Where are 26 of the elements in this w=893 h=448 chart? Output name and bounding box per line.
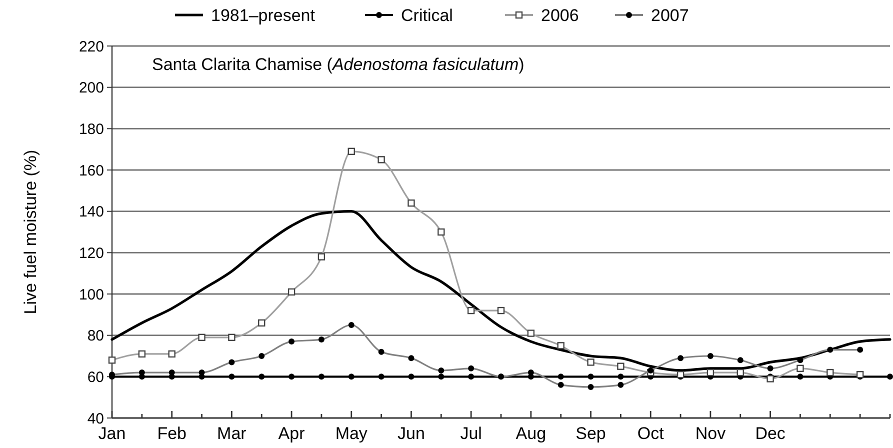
y-tick-label: 120: [78, 244, 104, 262]
y-tick-label: 220: [78, 38, 104, 56]
y-tick-label: 80: [87, 328, 104, 345]
y-tick-label: 60: [87, 368, 104, 386]
y-tick-label: 140: [78, 204, 104, 221]
y-tick-label: 180: [78, 120, 104, 138]
y-tick-label: 100: [78, 286, 104, 304]
x-tick-label: Sep: [576, 424, 606, 443]
x-tick-label: Jul: [460, 424, 482, 443]
legend-label: 2006: [541, 6, 579, 25]
x-tick-label: Apr: [278, 424, 306, 443]
text: Santa Clarita Chamise (Adenostoma fasiculatum): [152, 55, 524, 74]
x-tick-label: May: [335, 424, 368, 443]
y-axis-title: Live fuel moisture (%): [21, 150, 40, 314]
x-tick-label: Aug: [516, 424, 546, 443]
y-tick-label: 200: [78, 80, 104, 97]
x-tick-label: Nov: [695, 424, 726, 443]
y-tick-label: 160: [78, 162, 104, 180]
x-tick-label: Oct: [637, 424, 664, 443]
x-tick-label: Mar: [217, 424, 247, 443]
x-tick-label: Feb: [157, 424, 186, 443]
legend-label: Critical: [401, 6, 453, 25]
legend-label: 2007: [651, 6, 689, 25]
x-tick-label: Dec: [755, 424, 786, 443]
x-tick-label: Jun: [398, 424, 425, 443]
legend-label: 1981–present: [211, 6, 316, 25]
